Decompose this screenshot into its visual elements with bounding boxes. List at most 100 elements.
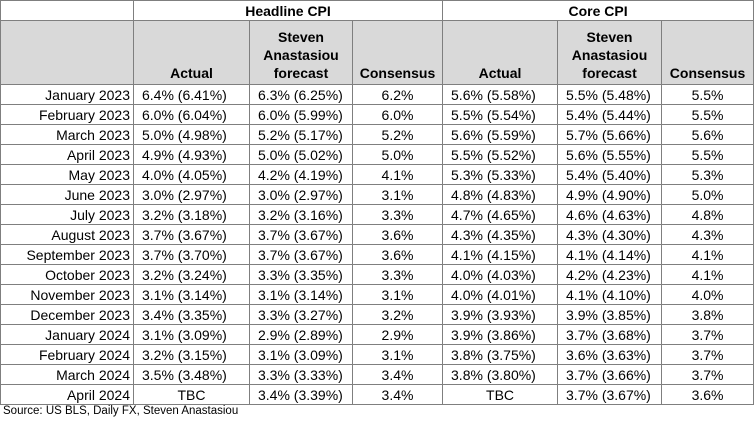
month-cell: August 2023 [0, 224, 134, 245]
headline-actual-header: Actual [133, 20, 250, 85]
month-cell: March 2024 [0, 364, 134, 385]
headline-consensus-cell: 4.1% [351, 164, 444, 185]
corner-cell [0, 0, 134, 21]
headline-consensus-cell: 3.1% [351, 344, 444, 365]
headline-actual-cell: 5.0% (4.98%) [133, 124, 250, 145]
core-actual-cell: 5.6% (5.58%) [442, 84, 559, 105]
core-consensus-cell: 3.7% [661, 364, 755, 385]
table-row: August 2023 3.7% (3.67%) 3.7% (3.67%) 3.6% 4… [0, 224, 755, 245]
month-cell: April 2023 [0, 144, 134, 165]
core-consensus-header: Consensus [661, 20, 755, 85]
headline-actual-cell: 4.9% (4.93%) [133, 144, 250, 165]
headline-actual-cell: 3.0% (2.97%) [133, 184, 250, 205]
month-cell: April 2024 [0, 384, 134, 405]
headline-consensus-cell: 3.3% [351, 204, 444, 225]
month-cell: January 2023 [0, 84, 134, 105]
core-forecast-cell: 5.5% (5.48%) [557, 84, 663, 105]
core-forecast-cell: 4.3% (4.30%) [557, 224, 663, 245]
headline-consensus-cell: 3.6% [351, 224, 444, 245]
headline-actual-cell: 3.2% (3.18%) [133, 204, 250, 225]
core-consensus-cell: 3.7% [661, 344, 755, 365]
core-actual-cell: 5.3% (5.33%) [442, 164, 559, 185]
core-forecast-cell: 3.6% (3.63%) [557, 344, 663, 365]
core-actual-cell: 4.7% (4.65%) [442, 204, 559, 225]
group-header-row: Headline CPI Core CPI [0, 0, 755, 21]
core-forecast-cell: 5.4% (5.44%) [557, 104, 663, 125]
month-cell: June 2023 [0, 184, 134, 205]
table-row: January 2023 6.4% (6.41%) 6.3% (6.25%) 6.2%… [0, 84, 755, 105]
core-actual-header: Actual [442, 20, 559, 85]
core-actual-cell: 3.9% (3.86%) [442, 324, 559, 345]
core-actual-cell: 3.8% (3.80%) [442, 364, 559, 385]
month-cell: September 2023 [0, 244, 134, 265]
headline-actual-cell: 6.0% (6.04%) [133, 104, 250, 125]
month-cell: January 2024 [0, 324, 134, 345]
table-row: March 2024 3.5% (3.48%) 3.3% (3.33%) 3.4% 3.… [0, 364, 755, 385]
core-actual-cell: 4.1% (4.15%) [442, 244, 559, 265]
core-consensus-cell: 5.3% [661, 164, 755, 185]
headline-actual-cell: 3.2% (3.15%) [133, 344, 250, 365]
core-consensus-cell: 5.5% [661, 84, 755, 105]
core-consensus-cell: 3.6% [661, 384, 755, 405]
core-consensus-cell: 4.8% [661, 204, 755, 225]
core-consensus-cell: 5.5% [661, 144, 755, 165]
table-row: February 2023 6.0% (6.04%) 6.0% (5.99%) 6.0… [0, 104, 755, 125]
core-cpi-header: Core CPI [442, 0, 755, 21]
core-forecast-cell: 5.4% (5.40%) [557, 164, 663, 185]
core-actual-cell: 4.0% (4.03%) [442, 264, 559, 285]
month-column-header [0, 20, 134, 85]
core-actual-cell: 5.5% (5.54%) [442, 104, 559, 125]
headline-consensus-cell: 3.1% [351, 284, 444, 305]
core-forecast-cell: 4.2% (4.23%) [557, 264, 663, 285]
headline-forecast-cell: 2.9% (2.89%) [249, 324, 353, 345]
headline-consensus-cell: 3.4% [351, 384, 444, 405]
core-actual-cell: 4.0% (4.01%) [442, 284, 559, 305]
table-row: April 2024 TBC 3.4% (3.39%) 3.4% TBC 3.7% (3.… [0, 384, 755, 405]
headline-consensus-cell: 2.9% [351, 324, 444, 345]
table-row: November 2023 3.1% (3.14%) 3.1% (3.14%) 3.1… [0, 284, 755, 305]
column-header-row: Actual Steven Anastasiou forecast Consen… [0, 20, 755, 85]
headline-consensus-cell: 3.1% [351, 184, 444, 205]
headline-forecast-cell: 6.0% (5.99%) [249, 104, 353, 125]
source-note: Source: US BLS, Daily FX, Steven Anastas… [3, 405, 239, 417]
core-forecast-header: Steven Anastasiou forecast [557, 20, 663, 85]
table-row: October 2023 3.2% (3.24%) 3.3% (3.35%) 3.3%… [0, 264, 755, 285]
headline-consensus-cell: 3.3% [351, 264, 444, 285]
headline-consensus-cell: 5.2% [351, 124, 444, 145]
table-row: July 2023 3.2% (3.18%) 3.2% (3.16%) 3.3% 4.7… [0, 204, 755, 225]
month-cell: October 2023 [0, 264, 134, 285]
headline-actual-cell: 3.5% (3.48%) [133, 364, 250, 385]
headline-forecast-cell: 3.7% (3.67%) [249, 224, 353, 245]
headline-forecast-cell: 3.7% (3.67%) [249, 244, 353, 265]
core-forecast-cell: 3.7% (3.67%) [557, 384, 663, 405]
headline-actual-cell: 6.4% (6.41%) [133, 84, 250, 105]
headline-forecast-header: Steven Anastasiou forecast [249, 20, 353, 85]
month-cell: February 2023 [0, 104, 134, 125]
core-consensus-cell: 5.6% [661, 124, 755, 145]
headline-forecast-cell: 3.0% (2.97%) [249, 184, 353, 205]
headline-actual-cell: 3.7% (3.67%) [133, 224, 250, 245]
table-row: May 2023 4.0% (4.05%) 4.2% (4.19%) 4.1% 5.3%… [0, 164, 755, 185]
headline-forecast-cell: 3.1% (3.14%) [249, 284, 353, 305]
headline-actual-cell: 4.0% (4.05%) [133, 164, 250, 185]
core-forecast-cell: 4.6% (4.63%) [557, 204, 663, 225]
core-forecast-cell: 3.7% (3.66%) [557, 364, 663, 385]
table-row: March 2023 5.0% (4.98%) 5.2% (5.17%) 5.2% 5.… [0, 124, 755, 145]
headline-actual-cell: 3.4% (3.35%) [133, 304, 250, 325]
headline-actual-cell: 3.1% (3.09%) [133, 324, 250, 345]
headline-forecast-cell: 3.3% (3.27%) [249, 304, 353, 325]
headline-consensus-cell: 3.6% [351, 244, 444, 265]
core-consensus-cell: 4.1% [661, 264, 755, 285]
table-row: December 2023 3.4% (3.35%) 3.3% (3.27%) 3.2… [0, 304, 755, 325]
table-row: February 2024 3.2% (3.15%) 3.1% (3.09%) 3.1… [0, 344, 755, 365]
headline-consensus-header: Consensus [351, 20, 444, 85]
table-row: April 2023 4.9% (4.93%) 5.0% (5.02%) 5.0% 5.… [0, 144, 755, 165]
headline-actual-cell: TBC [133, 384, 250, 405]
headline-forecast-cell: 3.1% (3.09%) [249, 344, 353, 365]
core-forecast-cell: 5.6% (5.55%) [557, 144, 663, 165]
core-consensus-cell: 4.1% [661, 244, 755, 265]
headline-forecast-cell: 5.2% (5.17%) [249, 124, 353, 145]
month-cell: November 2023 [0, 284, 134, 305]
table-row: June 2023 3.0% (2.97%) 3.0% (2.97%) 3.1% 4.8… [0, 184, 755, 205]
core-consensus-cell: 5.0% [661, 184, 755, 205]
